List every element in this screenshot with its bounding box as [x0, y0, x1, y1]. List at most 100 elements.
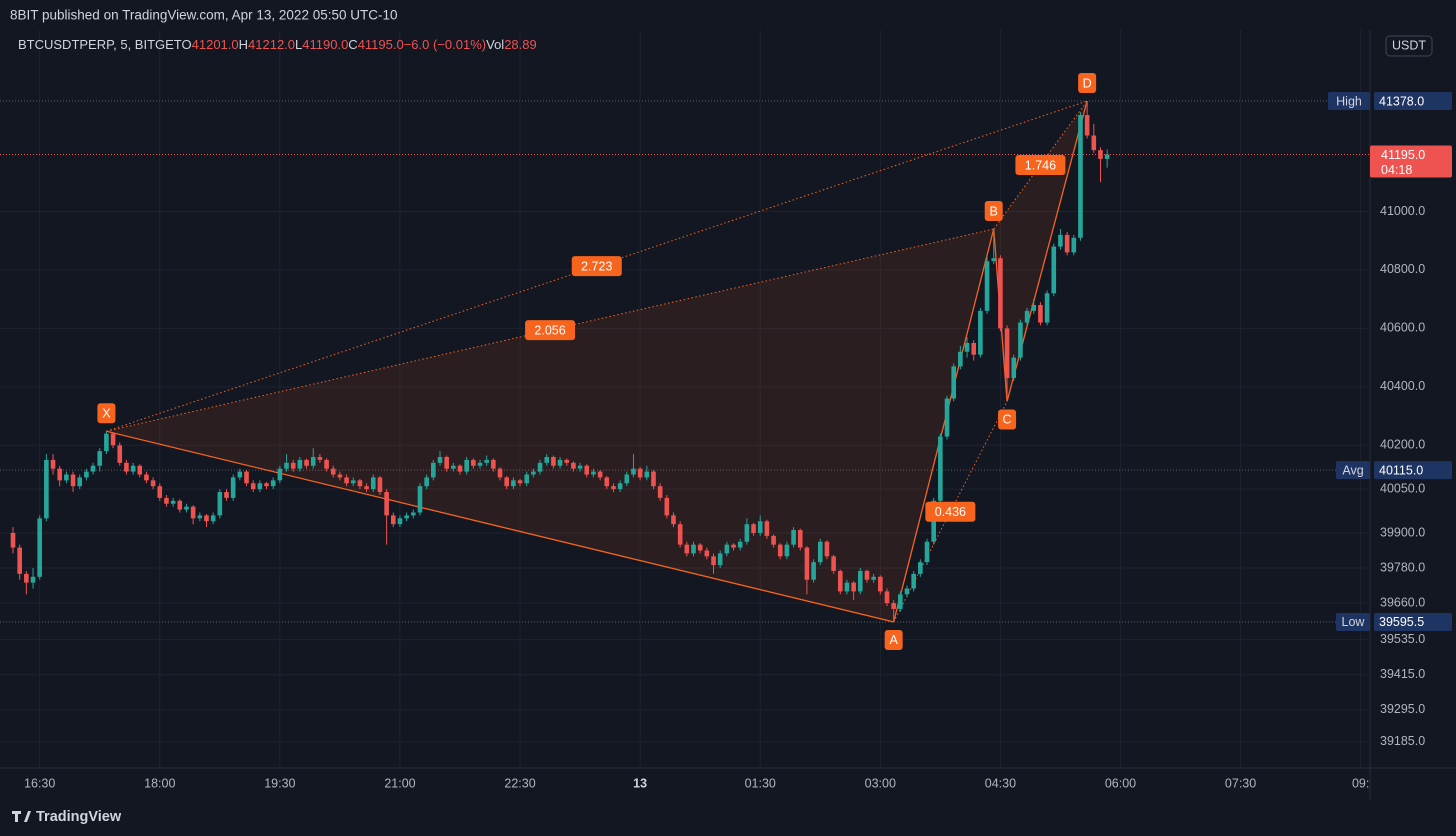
- candle-body: [37, 518, 42, 577]
- candle-body: [984, 261, 990, 311]
- x-tick-label: 01:30: [745, 776, 776, 790]
- last-price-box: [1370, 145, 1452, 178]
- pattern-leg: [106, 430, 894, 623]
- candle-body: [817, 541, 823, 563]
- y-tick-label: 39660.0: [1380, 595, 1425, 609]
- candle-body: [270, 480, 276, 487]
- ohlc-value: 41195.0: [358, 37, 404, 52]
- candle-body: [504, 477, 510, 487]
- candle-body: [978, 310, 983, 355]
- candle-body: [697, 544, 703, 551]
- candle-body: [204, 515, 209, 522]
- candle-body: [110, 433, 116, 446]
- candle-body: [891, 603, 896, 609]
- candle-body: [717, 553, 723, 566]
- candle-body: [1084, 115, 1090, 136]
- change: −6.0 (−0.01%): [404, 37, 486, 52]
- pattern-leg: [893, 228, 995, 623]
- candle-body: [130, 465, 136, 472]
- level-name-box: [1336, 612, 1370, 631]
- countdown-text: 04:18: [1381, 163, 1412, 177]
- candle-body: [190, 506, 196, 519]
- y-tick-label: 39185.0: [1380, 734, 1425, 748]
- point-label: A: [889, 633, 898, 647]
- y-tick-label: 40600.0: [1380, 321, 1425, 335]
- ratio-box: [925, 501, 976, 522]
- candle-body: [224, 492, 229, 498]
- candle-body: [424, 477, 429, 487]
- candle-body: [431, 462, 436, 478]
- candle-body: [884, 591, 890, 604]
- candle-body: [677, 524, 683, 545]
- candle-body: [491, 459, 496, 469]
- y-tick-label: 40050.0: [1380, 481, 1425, 495]
- candle-body: [657, 486, 663, 498]
- candle-body: [217, 492, 223, 516]
- level-name: High: [1336, 94, 1362, 108]
- footer-bar: [0, 800, 1456, 836]
- candle-body: [144, 474, 149, 481]
- candle-body: [1031, 305, 1037, 311]
- candle-body: [97, 451, 103, 466]
- x-tick-label: 21:00: [384, 776, 415, 790]
- candle-body: [324, 459, 329, 469]
- candle-body: [290, 462, 296, 469]
- candle-body: [210, 515, 216, 522]
- candle-body: [344, 477, 349, 484]
- symbol: BTCUSDTPERP, 5, BITGET: [18, 37, 182, 52]
- x-tick-label: 04:30: [985, 776, 1016, 790]
- candle-body: [350, 480, 356, 484]
- candle-body: [157, 486, 163, 498]
- candle-body: [44, 459, 49, 519]
- pattern-fill: [993, 101, 1088, 402]
- candle-body: [1044, 293, 1050, 323]
- candle-body: [104, 433, 109, 452]
- candle-body: [971, 342, 977, 355]
- candle-body: [317, 456, 323, 460]
- level-name-box: [1336, 461, 1370, 480]
- level-price-box: [1374, 461, 1452, 480]
- candle-body: [777, 544, 783, 557]
- level-name: Low: [1342, 615, 1366, 629]
- candle-body: [17, 547, 22, 574]
- level-price-text: 39595.5: [1379, 615, 1424, 629]
- candle-body: [537, 462, 543, 472]
- x-tick-label: 07:30: [1225, 776, 1256, 790]
- point-box: [884, 629, 903, 650]
- candle-body: [797, 530, 803, 548]
- candle-body: [411, 512, 416, 516]
- candle-body: [991, 258, 997, 262]
- candle-body: [484, 459, 489, 463]
- candle-body: [951, 366, 956, 399]
- candle-body: [64, 474, 69, 481]
- candle-body: [764, 521, 770, 536]
- candle-body: [824, 541, 830, 557]
- candle-body: [691, 544, 696, 554]
- candle-body: [70, 474, 76, 487]
- x-tick-label: 09:: [1352, 776, 1369, 790]
- candle-body: [284, 462, 289, 469]
- volume-name: Vol: [486, 37, 504, 52]
- candle-body: [511, 480, 516, 487]
- ratio-label: 2.723: [581, 259, 612, 273]
- candle-body: [1024, 310, 1030, 323]
- candle-body: [597, 471, 603, 478]
- candle-body: [57, 468, 63, 481]
- level-price-box: [1374, 612, 1452, 631]
- candle-body: [804, 547, 810, 580]
- candle-body: [170, 500, 176, 504]
- x-tick-label: 03:00: [865, 776, 896, 790]
- candle-body: [551, 456, 556, 466]
- level-price-text: 40115.0: [1379, 463, 1423, 477]
- candle-body: [878, 576, 883, 592]
- candle-body: [1011, 357, 1017, 379]
- candle-body: [524, 474, 530, 484]
- candle-body: [577, 465, 583, 469]
- candle-body: [531, 471, 536, 475]
- candle-body: [370, 477, 376, 490]
- candle-body: [451, 465, 456, 469]
- y-tick-label: 39900.0: [1380, 525, 1425, 539]
- candle-body: [404, 515, 409, 519]
